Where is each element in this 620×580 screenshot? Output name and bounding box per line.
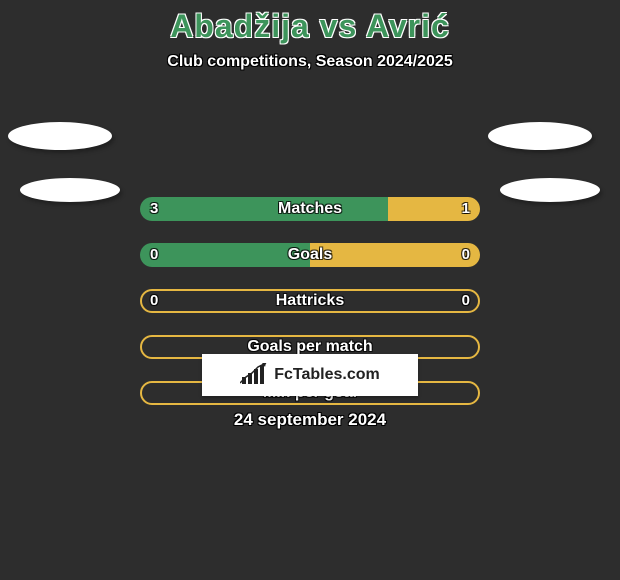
source-logo: FcTables.com	[202, 354, 418, 396]
bar-fill-left	[140, 197, 388, 221]
page-title: Abadžija vs Avrić	[0, 0, 620, 45]
page-subtitle: Club competitions, Season 2024/2025	[0, 53, 620, 71]
bar-fill-right	[310, 243, 480, 267]
comparison-infographic: Abadžija vs Avrić Club competitions, Sea…	[0, 0, 620, 580]
bar-fill-left	[140, 243, 310, 267]
stat-bar	[140, 243, 480, 267]
stat-bar	[140, 289, 480, 313]
player-photo-placeholder	[8, 122, 112, 150]
logo-text: FcTables.com	[274, 366, 380, 384]
player-photo-placeholder	[488, 122, 592, 150]
infographic-date: 24 september 2024	[0, 410, 620, 430]
player-photo-placeholder	[500, 178, 600, 202]
bar-fill-right	[388, 197, 480, 221]
stat-bar	[140, 197, 480, 221]
bar-chart-icon	[240, 363, 268, 387]
player-photo-placeholder	[20, 178, 120, 202]
